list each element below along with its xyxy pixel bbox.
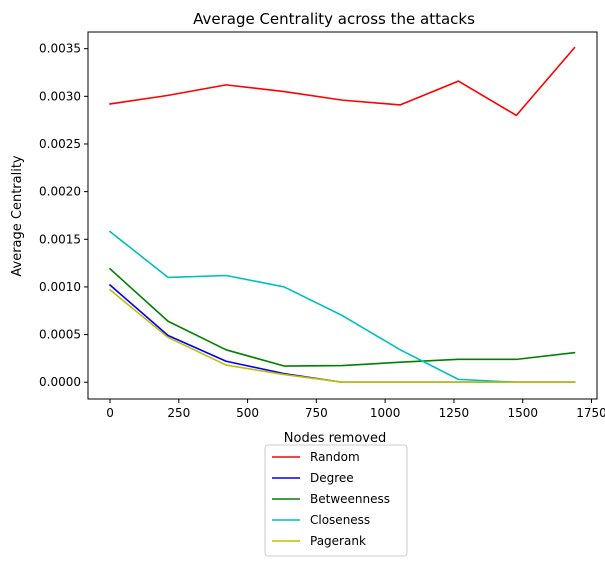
- x-tick-label: 1750: [576, 406, 605, 420]
- x-tick-label: 1500: [507, 406, 538, 420]
- series-line-closeness: [108, 230, 576, 384]
- y-axis-label: Average Centrality: [10, 155, 25, 277]
- series-line-degree: [108, 283, 576, 384]
- plot-lines: [108, 46, 576, 384]
- y-tick-label: 0.0015: [39, 232, 81, 246]
- y-axis: 0.0000 0.0005 0.0010 0.0015 0.0020 0.0025 0.00…: [39, 42, 88, 389]
- y-tick-label: 0.0005: [39, 328, 81, 342]
- series-line-random: [109, 46, 576, 117]
- series-line-pagerank: [108, 288, 576, 384]
- y-tick-label: 0.0035: [39, 42, 81, 56]
- y-tick-label: 0.0030: [39, 89, 81, 103]
- x-tick-label: 1250: [439, 406, 470, 420]
- x-tick-label: 250: [167, 406, 190, 420]
- legend-label-pagerank: Pagerank: [310, 534, 366, 548]
- legend-label-betweenness: Betweenness: [310, 492, 390, 506]
- x-axis-label: Nodes removed: [284, 431, 386, 446]
- x-tick-label: 1000: [370, 406, 401, 420]
- legend: Random Degree Betweenness Closeness Pagerank: [264, 444, 408, 557]
- y-tick-label: 0.0025: [39, 137, 81, 151]
- x-tick-label: 0: [106, 406, 114, 420]
- chart-title: Average Centrality across the attacks: [193, 10, 475, 28]
- x-tick-label: 500: [236, 406, 259, 420]
- x-axis: 0 250 500 750 1000 1250 1500 1750: [106, 399, 605, 420]
- legend-label-degree: Degree: [310, 471, 354, 485]
- legend-items: Random Degree Betweenness Closeness Pagerank: [272, 450, 390, 548]
- legend-label-closeness: Closeness: [310, 513, 370, 527]
- x-tick-label: 750: [305, 406, 328, 420]
- y-tick-label: 0.0020: [39, 185, 81, 199]
- series-line-betweenness: [108, 267, 576, 367]
- y-tick-label: 0.0010: [39, 280, 81, 294]
- legend-label-random: Random: [310, 450, 360, 464]
- plot-area-frame: [87, 31, 598, 400]
- legend-box: [264, 444, 408, 557]
- y-tick-label: 0.0000: [39, 375, 81, 389]
